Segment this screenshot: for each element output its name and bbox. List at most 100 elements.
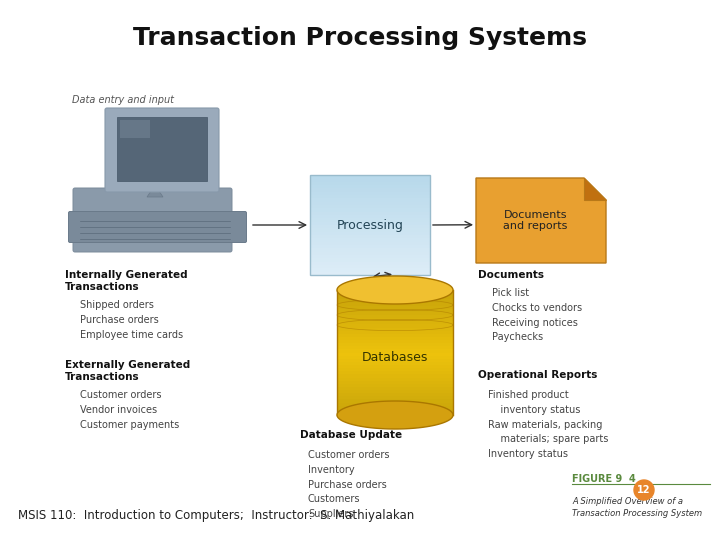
Bar [310, 238, 430, 242]
Bar [337, 337, 453, 340]
Bar [310, 185, 430, 188]
Bar [310, 175, 430, 275]
FancyBboxPatch shape [117, 117, 207, 181]
FancyBboxPatch shape [120, 120, 150, 138]
Bar [337, 365, 453, 368]
Bar [337, 309, 453, 312]
Bar [310, 262, 430, 265]
Bar [337, 409, 453, 412]
Bar [337, 290, 453, 293]
Text: Shipped orders
Purchase orders
Employee time cards: Shipped orders Purchase orders Employee … [80, 300, 183, 340]
Bar [337, 387, 453, 390]
Bar [337, 368, 453, 372]
Bar [337, 384, 453, 387]
Bar [310, 232, 430, 235]
Bar [337, 293, 453, 296]
Bar [337, 412, 453, 415]
Bar [337, 325, 453, 327]
Bar [337, 296, 453, 299]
Bar [310, 242, 430, 245]
Polygon shape [147, 185, 163, 197]
Bar [310, 272, 430, 275]
Bar [337, 334, 453, 337]
Bar [310, 215, 430, 218]
Bar [310, 225, 430, 228]
Bar [337, 302, 453, 306]
Bar [310, 208, 430, 212]
Bar [337, 327, 453, 330]
Bar [310, 195, 430, 198]
Bar [337, 349, 453, 353]
Bar [310, 268, 430, 272]
Polygon shape [337, 401, 453, 429]
Text: Databases: Databases [362, 351, 428, 364]
Text: A Simplified Overview of a
Transaction Processing System: A Simplified Overview of a Transaction P… [572, 497, 702, 518]
Bar [310, 245, 430, 248]
Bar [337, 343, 453, 346]
Text: Internally Generated
Transactions: Internally Generated Transactions [65, 270, 188, 292]
Bar [310, 218, 430, 221]
Polygon shape [337, 276, 453, 304]
Bar [310, 201, 430, 205]
Text: Transaction Processing Systems: Transaction Processing Systems [133, 26, 587, 50]
Bar [337, 381, 453, 384]
Bar [310, 178, 430, 181]
Polygon shape [584, 178, 606, 200]
Bar [310, 248, 430, 252]
FancyBboxPatch shape [105, 108, 219, 192]
Text: Data entry and input: Data entry and input [72, 95, 174, 105]
Text: Processing: Processing [336, 219, 403, 232]
Bar [337, 402, 453, 406]
Text: 12: 12 [637, 485, 651, 495]
Bar [337, 372, 453, 374]
Bar [310, 212, 430, 215]
Bar [310, 228, 430, 232]
Bar [337, 346, 453, 349]
Bar [310, 198, 430, 201]
Bar [310, 181, 430, 185]
Bar [337, 299, 453, 302]
Text: Pick list
Chocks to vendors
Receiving notices
Paychecks: Pick list Chocks to vendors Receiving no… [492, 288, 582, 342]
Bar [337, 390, 453, 393]
Bar [337, 393, 453, 396]
Text: Externally Generated
Transactions: Externally Generated Transactions [65, 360, 190, 382]
Bar [337, 359, 453, 362]
Text: Documents: Documents [478, 270, 544, 280]
Bar [310, 221, 430, 225]
Bar [337, 396, 453, 400]
Bar [337, 340, 453, 343]
Text: MSIS 110:  Introduction to Computers;  Instructor:  S. Mathiyalakan: MSIS 110: Introduction to Computers; Ins… [18, 510, 414, 523]
Bar [337, 318, 453, 321]
Text: Customer orders
Vendor invoices
Customer payments: Customer orders Vendor invoices Customer… [80, 390, 179, 430]
Bar [337, 406, 453, 409]
Bar [337, 306, 453, 309]
Bar [337, 356, 453, 359]
Bar [310, 235, 430, 238]
Bar [337, 330, 453, 334]
Text: FIGURE 9  4: FIGURE 9 4 [572, 474, 636, 484]
Bar [337, 400, 453, 402]
Bar [310, 205, 430, 208]
Bar [337, 353, 453, 356]
Bar [310, 192, 430, 195]
Circle shape [634, 480, 654, 500]
Bar [337, 362, 453, 365]
Text: Customer orders
Inventory
Purchase orders
Customers
Suppliers: Customer orders Inventory Purchase order… [308, 450, 390, 519]
Bar [337, 315, 453, 318]
Bar [310, 255, 430, 258]
Text: Operational Reports: Operational Reports [478, 370, 598, 380]
Text: Documents
and reports: Documents and reports [503, 210, 567, 231]
Bar [337, 321, 453, 325]
Bar [310, 265, 430, 268]
Bar [310, 252, 430, 255]
Bar [337, 312, 453, 315]
FancyBboxPatch shape [68, 212, 246, 242]
Bar [310, 175, 430, 178]
Text: Database Update: Database Update [300, 430, 402, 440]
FancyBboxPatch shape [73, 188, 232, 252]
Bar [310, 258, 430, 262]
Text: Finished product
    inventory status
Raw materials, packing
    materials; spar: Finished product inventory status Raw ma… [488, 390, 608, 459]
Bar [310, 188, 430, 192]
Polygon shape [476, 178, 606, 263]
Bar [337, 377, 453, 381]
